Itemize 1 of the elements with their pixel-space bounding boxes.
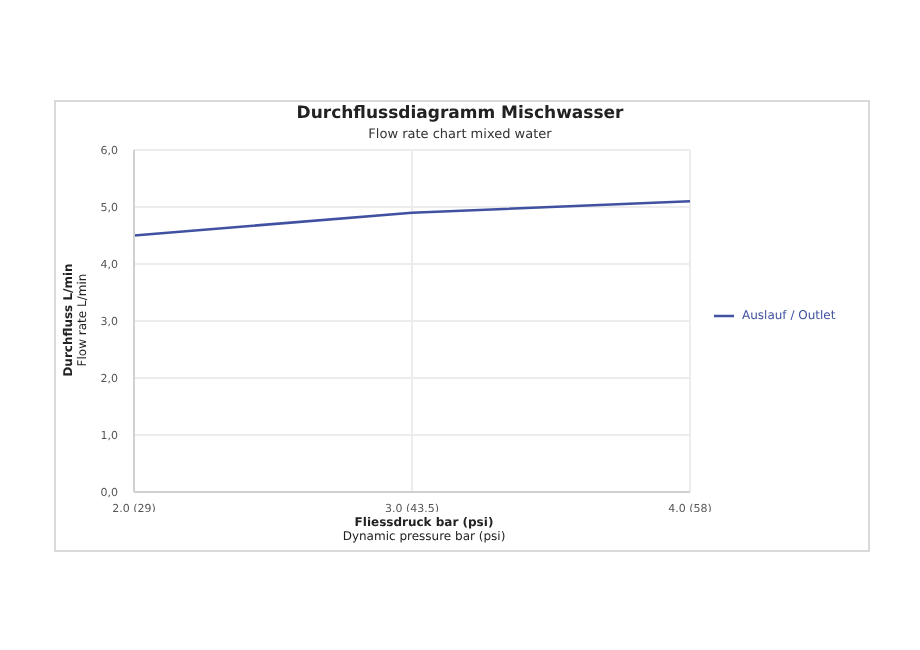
chart-title: Durchflussdiagramm Mischwasser: [294, 104, 626, 124]
